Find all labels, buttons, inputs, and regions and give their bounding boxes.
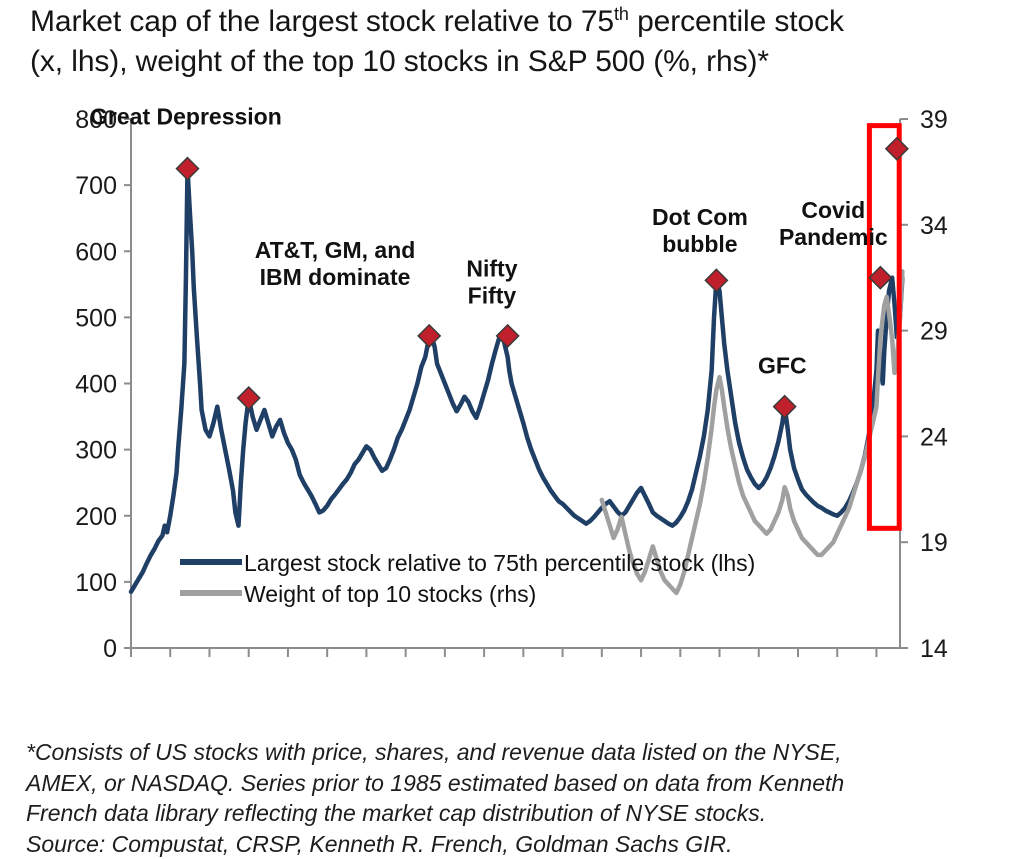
right-axis-tick-label: 19 bbox=[920, 529, 948, 557]
peak-marker-diamond bbox=[772, 394, 797, 419]
chart-title-line1-a: Market cap of the largest stock relative… bbox=[30, 5, 615, 38]
right-axis-tick-label: 14 bbox=[920, 635, 948, 663]
chart-title-superscript: th bbox=[614, 4, 629, 24]
legend-label: Weight of top 10 stocks (rhs) bbox=[244, 581, 536, 607]
chart-svg: 0100200300400500600700800141924293439192… bbox=[75, 105, 948, 663]
peak-marker-diamond bbox=[868, 265, 893, 290]
left-axis-tick-label: 800 bbox=[75, 106, 117, 134]
left-axis-tick-label: 200 bbox=[75, 503, 117, 531]
legend-label: Largest stock relative to 75th percentil… bbox=[244, 550, 755, 576]
left-axis-tick-label: 100 bbox=[75, 569, 117, 597]
footnote-line-4: Source: Compustat, CRSP, Kenneth R. Fren… bbox=[26, 830, 733, 857]
peak-marker-diamond bbox=[236, 385, 261, 411]
plot-area: 0100200300400500600700800141924293439192… bbox=[0, 105, 1024, 665]
chart-title: Market cap of the largest stock relative… bbox=[30, 2, 1005, 82]
chart-title-line1-b: percentile stock bbox=[628, 5, 844, 38]
chart-annotation: Dot Com bbox=[652, 204, 748, 230]
peak-marker-diamond bbox=[884, 136, 909, 161]
series-line bbox=[128, 166, 905, 595]
chart-annotation: Nifty bbox=[466, 255, 517, 281]
chart-annotation: AT&T, GM, and bbox=[255, 237, 416, 263]
chart-annotation: Covid bbox=[801, 197, 865, 223]
left-axis-tick-label: 700 bbox=[75, 172, 117, 200]
peak-marker-diamond bbox=[495, 323, 520, 348]
right-axis-tick-label: 24 bbox=[920, 423, 948, 451]
footnote-line-1: *Consists of US stocks with price, share… bbox=[26, 739, 842, 765]
peak-marker-diamond bbox=[417, 323, 442, 348]
footnote-line-2: AMEX, or NASDAQ. Series prior to 1985 es… bbox=[26, 769, 845, 796]
chart-annotation: bubble bbox=[662, 231, 737, 257]
footnote-line-3: French data library reflecting the marke… bbox=[26, 800, 767, 826]
left-axis-tick-label: 500 bbox=[75, 304, 117, 332]
chart-annotation: IBM dominate bbox=[260, 264, 411, 290]
right-axis-tick-label: 29 bbox=[920, 318, 948, 346]
right-axis-tick-label: 34 bbox=[920, 212, 948, 240]
chart-annotation: Great Depression bbox=[90, 105, 282, 129]
left-axis-tick-label: 600 bbox=[75, 238, 117, 266]
left-axis-tick-label: 0 bbox=[103, 635, 117, 663]
right-axis-tick-label: 39 bbox=[920, 106, 948, 134]
footnote: *Consists of US stocks with price, share… bbox=[26, 737, 1011, 859]
peak-marker-diamond bbox=[704, 268, 729, 293]
chart-annotation: Pandemic bbox=[779, 224, 888, 250]
chart-annotation: GFC bbox=[758, 353, 807, 379]
chart-annotation: Fifty bbox=[468, 282, 517, 308]
highlight-box bbox=[866, 123, 902, 531]
left-axis-tick-label: 400 bbox=[75, 371, 117, 399]
peak-marker-diamond bbox=[175, 156, 200, 181]
series-line bbox=[599, 269, 905, 596]
left-axis-tick-label: 300 bbox=[75, 437, 117, 465]
chart-title-line2: (x, lhs), weight of the top 10 stocks in… bbox=[30, 45, 769, 78]
